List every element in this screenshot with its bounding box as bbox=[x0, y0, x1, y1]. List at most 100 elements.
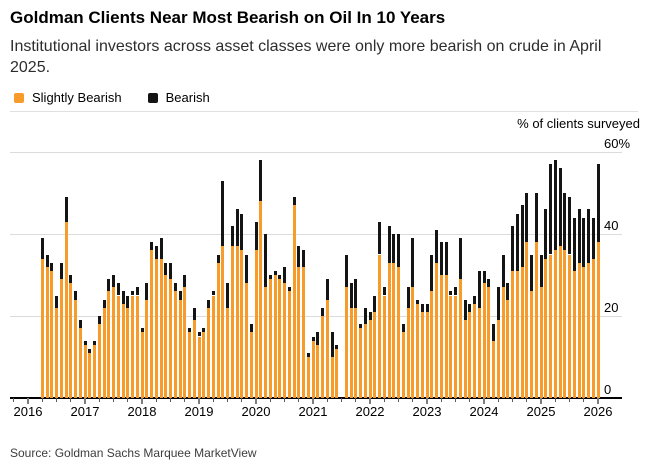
bar-bearish-2023-11 bbox=[473, 295, 476, 304]
bar-bearish-2021-04 bbox=[325, 279, 329, 300]
bar-slightly-bearish-2017-12 bbox=[135, 295, 139, 398]
bar-slightly-bearish-2020-06 bbox=[278, 279, 282, 398]
bar-slightly-bearish-2021-11 bbox=[359, 328, 362, 398]
bar-slightly-bearish-2024-03 bbox=[492, 340, 495, 398]
bar-slightly-bearish-2023-06 bbox=[449, 295, 453, 398]
bar-slightly-bearish-2021-04 bbox=[325, 299, 329, 398]
bar-slightly-bearish-2018-12 bbox=[192, 320, 196, 398]
bar-bearish-2024-02 bbox=[487, 279, 491, 288]
bar-bearish-2025-08 bbox=[572, 217, 576, 271]
x-axis-label-2021: 2021 bbox=[298, 404, 328, 419]
bar-slightly-bearish-2025-04 bbox=[553, 250, 557, 398]
bar-bearish-2022-12 bbox=[420, 303, 424, 312]
bar-bearish-2023-02 bbox=[430, 254, 434, 292]
bar-slightly-bearish-2024-11 bbox=[530, 291, 533, 398]
bar-bearish-2019-04 bbox=[211, 291, 215, 296]
bar-slightly-bearish-2019-01 bbox=[197, 336, 201, 398]
bar-slightly-bearish-2022-02 bbox=[373, 311, 377, 398]
x-tick-year bbox=[27, 398, 29, 404]
bar-slightly-bearish-2024-04 bbox=[496, 320, 500, 398]
bar-bearish-2022-08 bbox=[401, 324, 405, 333]
bar-slightly-bearish-2016-08 bbox=[59, 279, 63, 398]
x-tick-quarter bbox=[269, 398, 271, 402]
bar-bearish-2021-09 bbox=[349, 283, 353, 308]
bar-slightly-bearish-2023-12 bbox=[477, 307, 481, 398]
bar-bearish-2018-08 bbox=[173, 283, 177, 292]
bar-slightly-bearish-2021-05 bbox=[330, 357, 334, 398]
x-tick-quarter bbox=[41, 398, 43, 402]
bar-slightly-bearish-2016-12 bbox=[78, 328, 82, 398]
bar-bearish-2024-06 bbox=[506, 283, 510, 300]
bar-slightly-bearish-2022-11 bbox=[416, 303, 419, 398]
bar-slightly-bearish-2023-03 bbox=[435, 262, 438, 398]
bar-slightly-bearish-2018-09 bbox=[178, 299, 182, 398]
x-tick-quarter bbox=[398, 398, 399, 402]
bar-slightly-bearish-2017-03 bbox=[93, 344, 96, 398]
x-axis-line bbox=[10, 397, 622, 399]
bar-bearish-2022-09 bbox=[406, 287, 410, 308]
bar-slightly-bearish-2018-10 bbox=[183, 287, 187, 398]
bar-slightly-bearish-2023-08 bbox=[458, 279, 462, 398]
bar-bearish-2025-11 bbox=[587, 209, 590, 263]
bar-bearish-2025-03 bbox=[549, 164, 552, 255]
x-axis-label-2025: 2025 bbox=[526, 404, 556, 419]
bar-slightly-bearish-2024-07 bbox=[511, 270, 514, 398]
bar-slightly-bearish-2018-03 bbox=[150, 250, 153, 398]
bar-bearish-2017-06 bbox=[107, 279, 111, 292]
x-tick-quarter bbox=[227, 398, 228, 402]
x-tick-year bbox=[540, 398, 542, 404]
bar-bearish-2021-05 bbox=[330, 332, 334, 357]
bar-bearish-2021-02 bbox=[316, 332, 320, 345]
bar-slightly-bearish-2016-09 bbox=[64, 221, 68, 398]
bar-slightly-bearish-2023-01 bbox=[425, 311, 429, 398]
x-tick-quarter bbox=[355, 398, 357, 402]
legend-item-slightly-bearish: Slightly Bearish bbox=[14, 90, 122, 105]
bar-bearish-2024-09 bbox=[520, 205, 524, 267]
bar-bearish-2017-10 bbox=[126, 295, 130, 308]
chart-subtitle: Institutional investors across asset cla… bbox=[10, 38, 602, 76]
bar-bearish-2023-09 bbox=[463, 299, 467, 321]
x-tick-quarter bbox=[440, 398, 442, 402]
bar-bearish-2024-07 bbox=[511, 225, 514, 271]
x-tick-quarter bbox=[583, 398, 585, 402]
bar-slightly-bearish-2021-12 bbox=[363, 324, 367, 398]
bar-bearish-2018-09 bbox=[178, 291, 182, 300]
bar-bearish-2025-10 bbox=[582, 217, 586, 267]
x-tick-quarter bbox=[241, 398, 243, 402]
bar-bearish-2020-06 bbox=[278, 275, 282, 280]
bar-slightly-bearish-2025-12 bbox=[591, 258, 595, 398]
bar-bearish-2018-03 bbox=[150, 242, 153, 251]
bar-bearish-2024-05 bbox=[501, 254, 505, 288]
y-axis-unit-label: % of clients surveyed bbox=[517, 116, 640, 131]
x-tick-quarter bbox=[113, 398, 114, 402]
bar-slightly-bearish-2024-01 bbox=[482, 283, 486, 398]
bar-slightly-bearish-2018-11 bbox=[188, 332, 191, 398]
y-tick-label-0: 0 bbox=[604, 382, 612, 397]
x-tick-quarter bbox=[497, 398, 499, 402]
bar-bearish-2025-06 bbox=[563, 193, 567, 251]
bar-slightly-bearish-2021-03 bbox=[321, 316, 324, 398]
bar-bearish-2020-07 bbox=[283, 266, 286, 284]
bar-slightly-bearish-2020-02 bbox=[259, 201, 263, 398]
bar-bearish-2022-02 bbox=[373, 295, 377, 312]
bar-bearish-2019-06 bbox=[221, 180, 225, 247]
x-tick-quarter bbox=[469, 398, 471, 402]
bar-bearish-2024-11 bbox=[530, 254, 533, 292]
bar-slightly-bearish-2018-08 bbox=[173, 291, 177, 398]
bar-slightly-bearish-2023-02 bbox=[430, 291, 434, 398]
bar-slightly-bearish-2018-07 bbox=[169, 279, 172, 398]
x-axis-label-2024: 2024 bbox=[469, 404, 499, 419]
bar-bearish-2018-10 bbox=[183, 275, 187, 288]
bar-slightly-bearish-2024-06 bbox=[506, 299, 510, 398]
bar-slightly-bearish-2019-06 bbox=[221, 246, 225, 398]
bar-bearish-2017-09 bbox=[121, 291, 125, 304]
bar-bearish-2023-05 bbox=[444, 242, 448, 275]
bar-bearish-2024-01 bbox=[482, 270, 486, 284]
bar-bearish-2020-01 bbox=[254, 221, 258, 251]
bar-bearish-2016-06 bbox=[50, 262, 54, 271]
bar-bearish-2018-07 bbox=[169, 262, 172, 280]
x-tick-year bbox=[255, 398, 257, 404]
bar-slightly-bearish-2020-04 bbox=[268, 279, 272, 398]
bar-slightly-bearish-2023-11 bbox=[473, 303, 476, 398]
bar-bearish-2022-05 bbox=[387, 225, 391, 263]
